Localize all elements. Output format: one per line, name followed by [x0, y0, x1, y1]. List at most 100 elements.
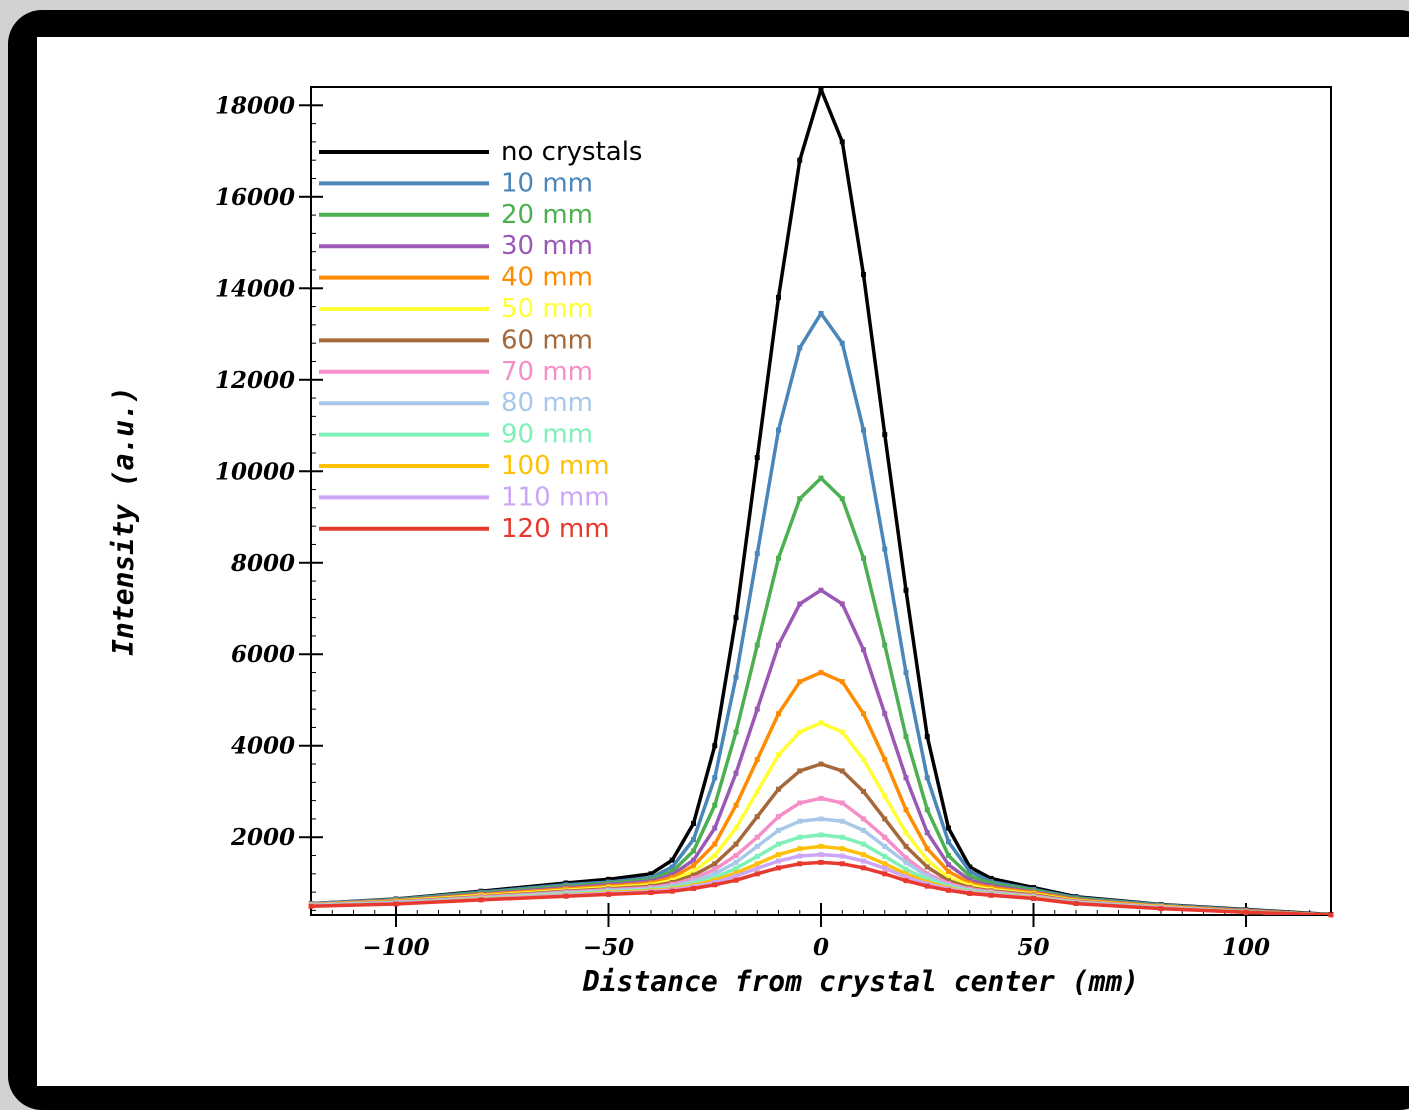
data-point-series-9: [754, 843, 760, 849]
data-point-series-8: [797, 800, 803, 806]
data-point-series-5: [691, 863, 696, 869]
data-point-series-12: [733, 873, 739, 879]
data-point-series-8: [818, 795, 824, 801]
data-point-series-3: [839, 496, 845, 502]
data-point-series-2: [967, 869, 973, 875]
data-point-series-3: [712, 802, 718, 808]
data-point-series-10: [818, 832, 824, 838]
data-point-series-1: [988, 875, 994, 881]
data-point-series-11: [839, 846, 845, 852]
data-point-series-11: [776, 852, 781, 858]
data-point-series-5: [861, 711, 866, 717]
data-point-series-13: [1031, 896, 1036, 902]
data-point-series-4: [776, 642, 781, 648]
series-line-3: [311, 476, 1331, 915]
data-point-series-4: [839, 601, 845, 607]
data-point-series-5: [818, 670, 824, 676]
data-point-series-13: [1243, 909, 1249, 915]
data-point-series-4: [733, 770, 739, 776]
data-point-series-6: [903, 830, 909, 836]
series-line-5: [311, 670, 1331, 915]
data-point-series-7: [691, 872, 696, 878]
data-point-series-6: [754, 788, 760, 794]
data-point-series-3: [776, 555, 781, 561]
legend-label-5: 40 mm: [501, 263, 593, 293]
data-point-series-3: [818, 475, 824, 481]
data-point-series-2: [818, 310, 824, 316]
data-point-series-6: [733, 825, 739, 831]
y-tick-label: 18000: [215, 92, 295, 119]
data-point-series-4: [946, 862, 951, 868]
data-point-series-6: [691, 868, 696, 874]
data-point-series-3: [946, 853, 951, 859]
data-point-series-1: [818, 86, 824, 92]
data-point-series-8: [691, 875, 696, 881]
data-point-series-6: [946, 874, 951, 880]
data-point-series-10: [839, 834, 845, 840]
data-point-series-2: [669, 864, 675, 870]
x-tick-label: 0: [813, 934, 829, 961]
data-point-series-10: [776, 841, 781, 847]
data-point-series-6: [861, 756, 866, 762]
data-point-series-2: [754, 551, 760, 557]
data-point-series-4: [797, 601, 803, 607]
plot-frame: [310, 86, 1332, 916]
legend-label-2: 10 mm: [501, 168, 593, 198]
data-point-series-1: [669, 857, 675, 863]
data-point-series-1: [712, 743, 718, 749]
data-point-series-6: [776, 752, 781, 758]
data-point-series-3: [691, 848, 696, 854]
data-point-series-6: [882, 793, 888, 799]
data-point-series-2: [946, 839, 951, 845]
data-point-series-9: [733, 859, 739, 865]
data-point-series-13: [1073, 901, 1079, 907]
y-tick-label: 2000: [230, 824, 295, 851]
data-point-series-4: [669, 872, 675, 878]
legend-label-3: 20 mm: [501, 200, 593, 230]
line-chart: 2000 4000 6000 8000 10000 12000 14000 16000 1800…: [107, 86, 1334, 998]
data-point-series-12: [882, 865, 888, 871]
y-tick-label: 14000: [215, 275, 295, 302]
data-point-series-13: [606, 891, 611, 897]
series-line-4: [311, 588, 1331, 915]
data-point-series-3: [797, 496, 803, 502]
data-point-series-9: [924, 873, 930, 879]
data-point-series-13: [988, 892, 994, 898]
data-point-series-11: [861, 852, 866, 858]
chart-panel: 2000 4000 6000 8000 10000 12000 14000 16000 1800…: [37, 37, 1409, 1086]
data-point-series-1: [733, 615, 739, 621]
data-point-series-3: [733, 729, 739, 735]
data-point-series-7: [797, 768, 803, 774]
data-point-series-5: [797, 679, 803, 685]
legend-label-12: 110 mm: [501, 482, 610, 512]
data-point-series-9: [882, 843, 888, 849]
data-point-series-13: [882, 871, 888, 877]
data-point-series-13: [839, 861, 845, 867]
data-point-series-4: [691, 857, 696, 863]
data-point-series-1: [903, 587, 909, 593]
data-point-series-13: [669, 888, 675, 894]
data-point-series-13: [733, 877, 739, 883]
data-point-series-5: [712, 841, 718, 847]
data-point-series-12: [861, 858, 866, 864]
x-tick-label: 50: [1017, 934, 1049, 961]
data-point-series-4: [712, 825, 718, 831]
data-point-series-11: [733, 870, 739, 876]
data-point-series-2: [776, 427, 781, 433]
data-point-series-10: [903, 866, 909, 872]
data-point-series-5: [776, 711, 781, 717]
data-point-series-12: [903, 874, 909, 880]
data-point-series-8: [776, 814, 781, 820]
y-tick-label: 6000: [231, 641, 295, 668]
x-tick-label: −100: [362, 934, 429, 961]
data-point-series-7: [839, 768, 845, 774]
data-point-series-4: [754, 706, 760, 712]
data-point-series-7: [882, 816, 888, 822]
data-point-series-10: [861, 841, 866, 847]
y-axis-title: Intensity (a.u.): [107, 386, 140, 656]
data-point-series-13: [712, 882, 718, 888]
legend-label-10: 90 mm: [501, 420, 593, 450]
data-point-series-3: [861, 555, 866, 561]
data-point-series-1: [691, 821, 696, 827]
data-point-series-6: [712, 853, 718, 859]
